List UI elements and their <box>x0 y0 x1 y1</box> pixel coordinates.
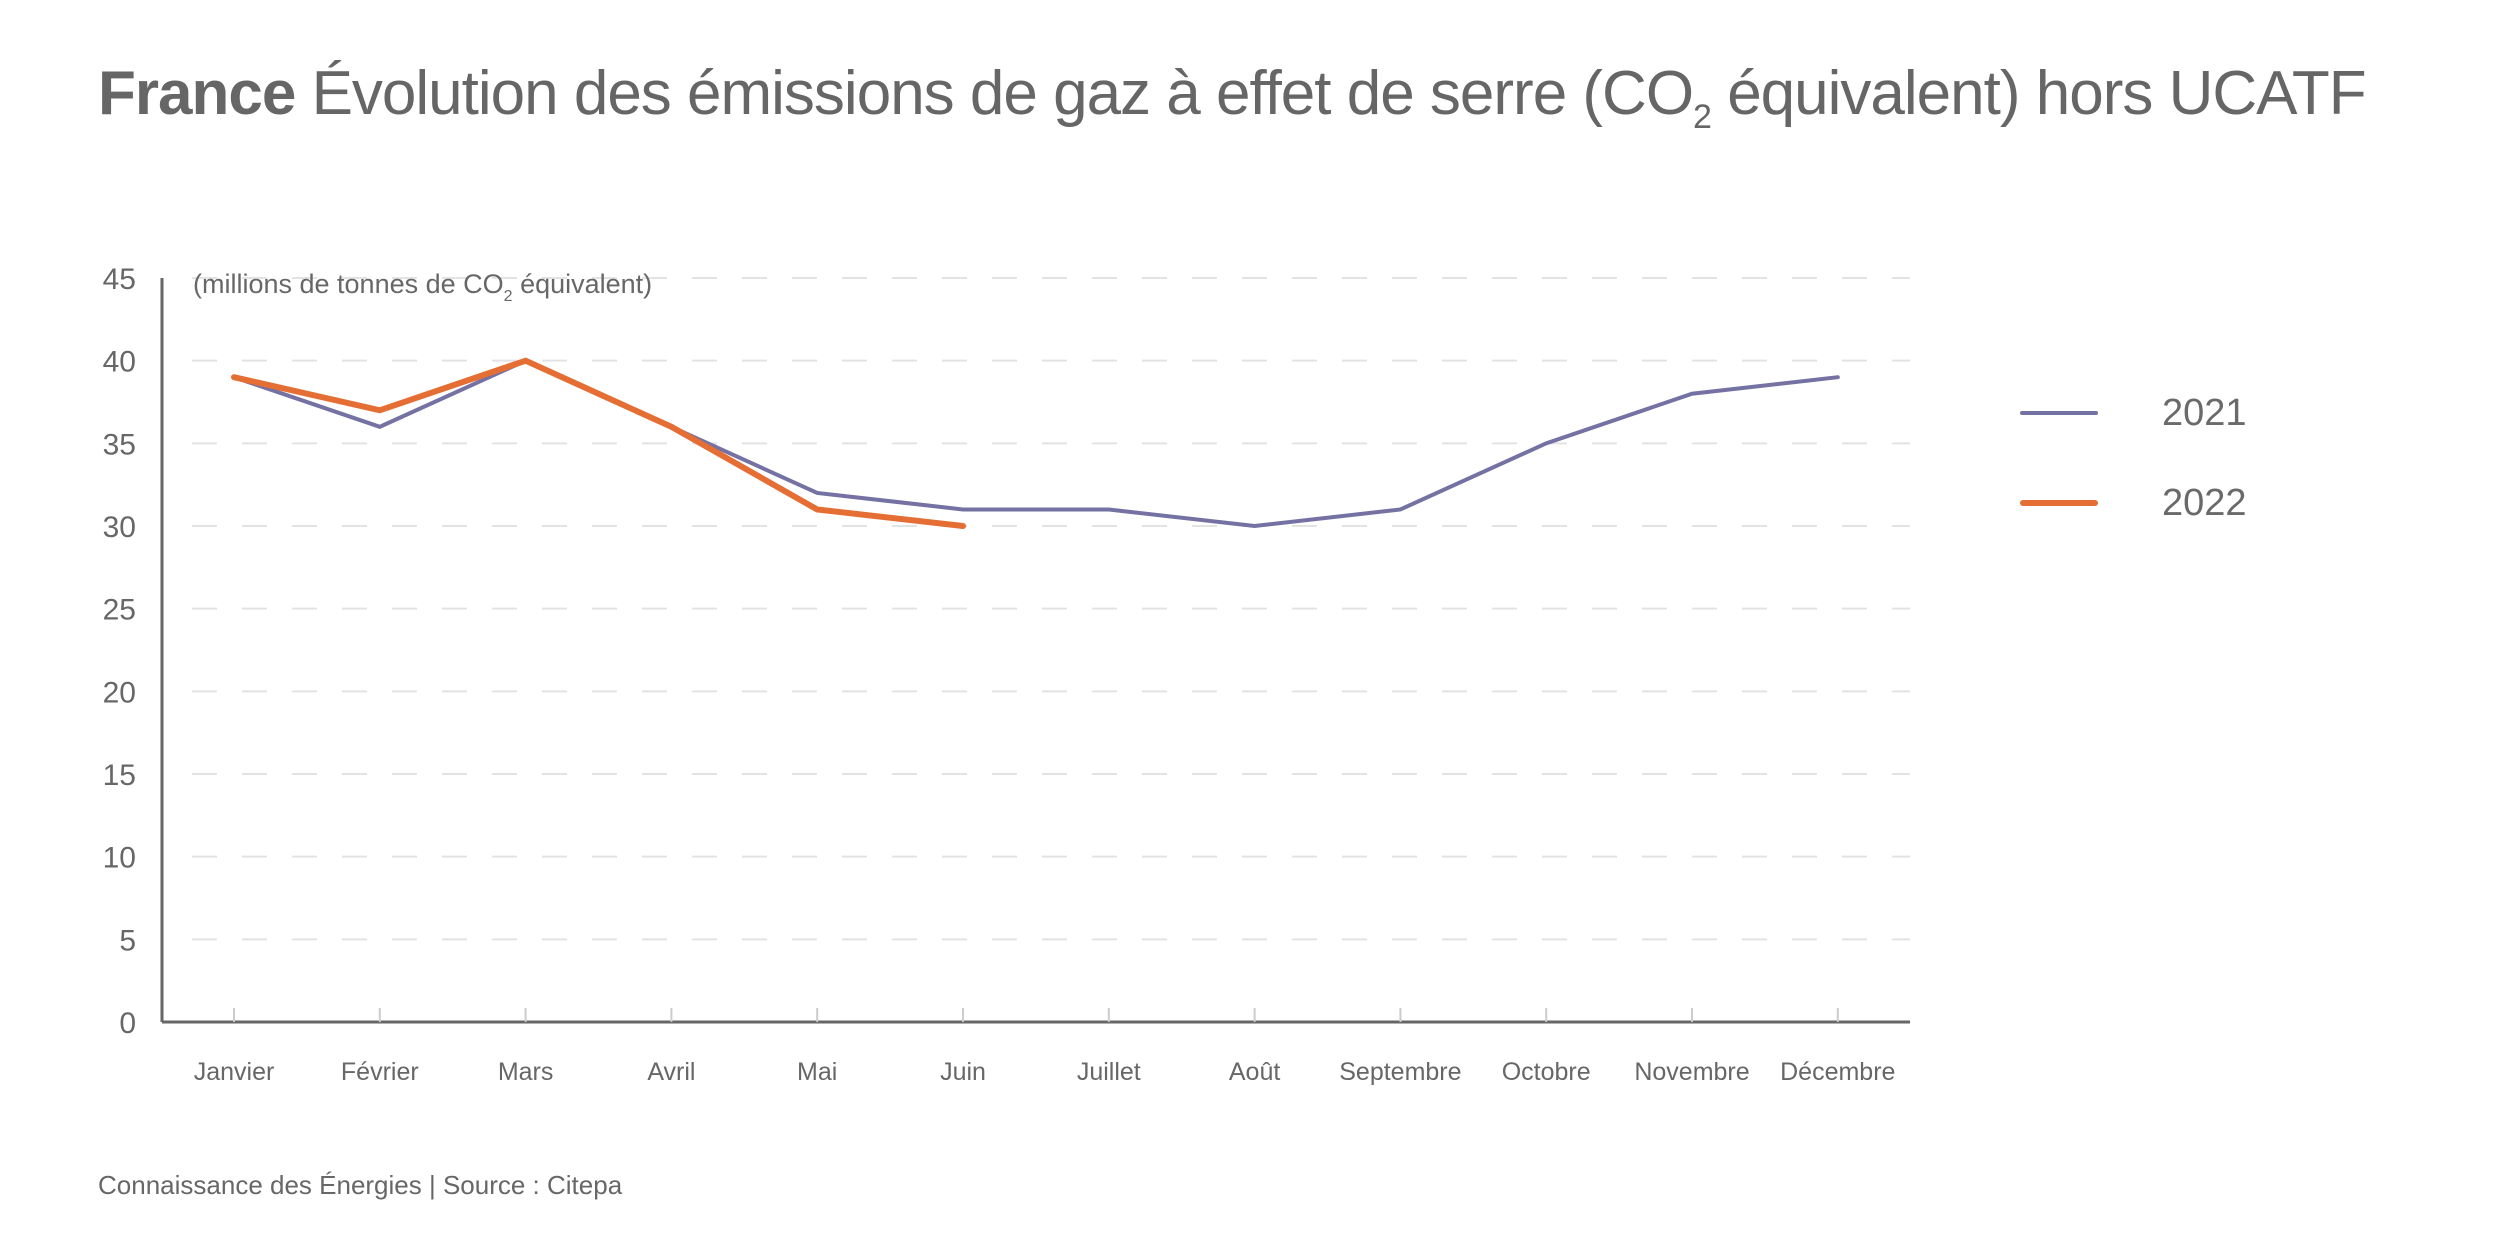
source-footer: Connaissance des Énergies | Source : Cit… <box>98 1170 623 1200</box>
chart-title-text: Évolution des émissions de gaz à effet d… <box>311 59 1694 128</box>
y-tick-label: 15 <box>103 759 136 792</box>
legend-item-2021[interactable]: 2021 <box>2020 368 2247 458</box>
unit-label-before: (millions de tonnes de CO <box>193 269 504 299</box>
y-tick-label: 40 <box>103 346 136 379</box>
x-tick-label: Mars <box>498 1058 554 1086</box>
chart-title-text-end: équivalent) hors UCATF <box>1710 59 2366 128</box>
unit-label-sub: 2 <box>504 288 513 305</box>
y-tick-label: 10 <box>103 842 136 875</box>
legend-item-2022[interactable]: 2022 <box>2020 458 2247 548</box>
chart-title-subscript: 2 <box>1693 98 1712 136</box>
y-tick-labels: 0 5 10 15 20 25 30 35 40 45 <box>103 263 136 1040</box>
y-tick-label: 25 <box>103 594 136 627</box>
y-axis-unit-label: (millions de tonnes de CO2 équivalent) <box>193 269 652 305</box>
chart-title: France Évolution des émissions de gaz à … <box>98 58 2367 137</box>
x-tick-labels: Janvier Février Mars Avril Mai Juin Juillet Aoû… <box>194 1008 1895 1086</box>
legend-label-2022: 2022 <box>2162 481 2247 524</box>
x-tick-label: Janvier <box>194 1058 275 1086</box>
legend-swatch-2021 <box>2020 411 2098 415</box>
x-tick-label: Décembre <box>1780 1058 1895 1086</box>
x-tick-label: Novembre <box>1634 1058 1749 1086</box>
series-line-2022[interactable] <box>231 357 966 529</box>
y-tick-label: 0 <box>119 1007 136 1040</box>
x-tick-label: Juillet <box>1077 1058 1141 1086</box>
legend-swatch-2022 <box>2020 500 2098 506</box>
legend-label-2021: 2021 <box>2162 391 2247 434</box>
y-tick-label: 20 <box>103 676 136 709</box>
axes <box>160 278 1910 1024</box>
series-lines <box>231 357 1840 529</box>
y-tick-label: 35 <box>103 428 136 461</box>
x-tick-label: Juin <box>940 1058 986 1086</box>
unit-label-after: équivalent) <box>513 269 653 299</box>
x-tick-label: Septembre <box>1339 1058 1461 1086</box>
legend: 2021 2022 <box>2020 368 2247 548</box>
x-tick-label: Avril <box>647 1058 695 1086</box>
x-tick-label: Août <box>1229 1058 1280 1086</box>
x-tick-label: Mai <box>797 1058 837 1086</box>
chart-title-country: France <box>98 59 296 128</box>
y-tick-label: 45 <box>103 263 136 296</box>
gridlines <box>192 277 1910 941</box>
y-tick-label: 30 <box>103 511 136 544</box>
x-tick-label: Octobre <box>1502 1058 1591 1086</box>
y-tick-label: 5 <box>119 924 136 957</box>
x-tick-label: Février <box>341 1058 419 1086</box>
